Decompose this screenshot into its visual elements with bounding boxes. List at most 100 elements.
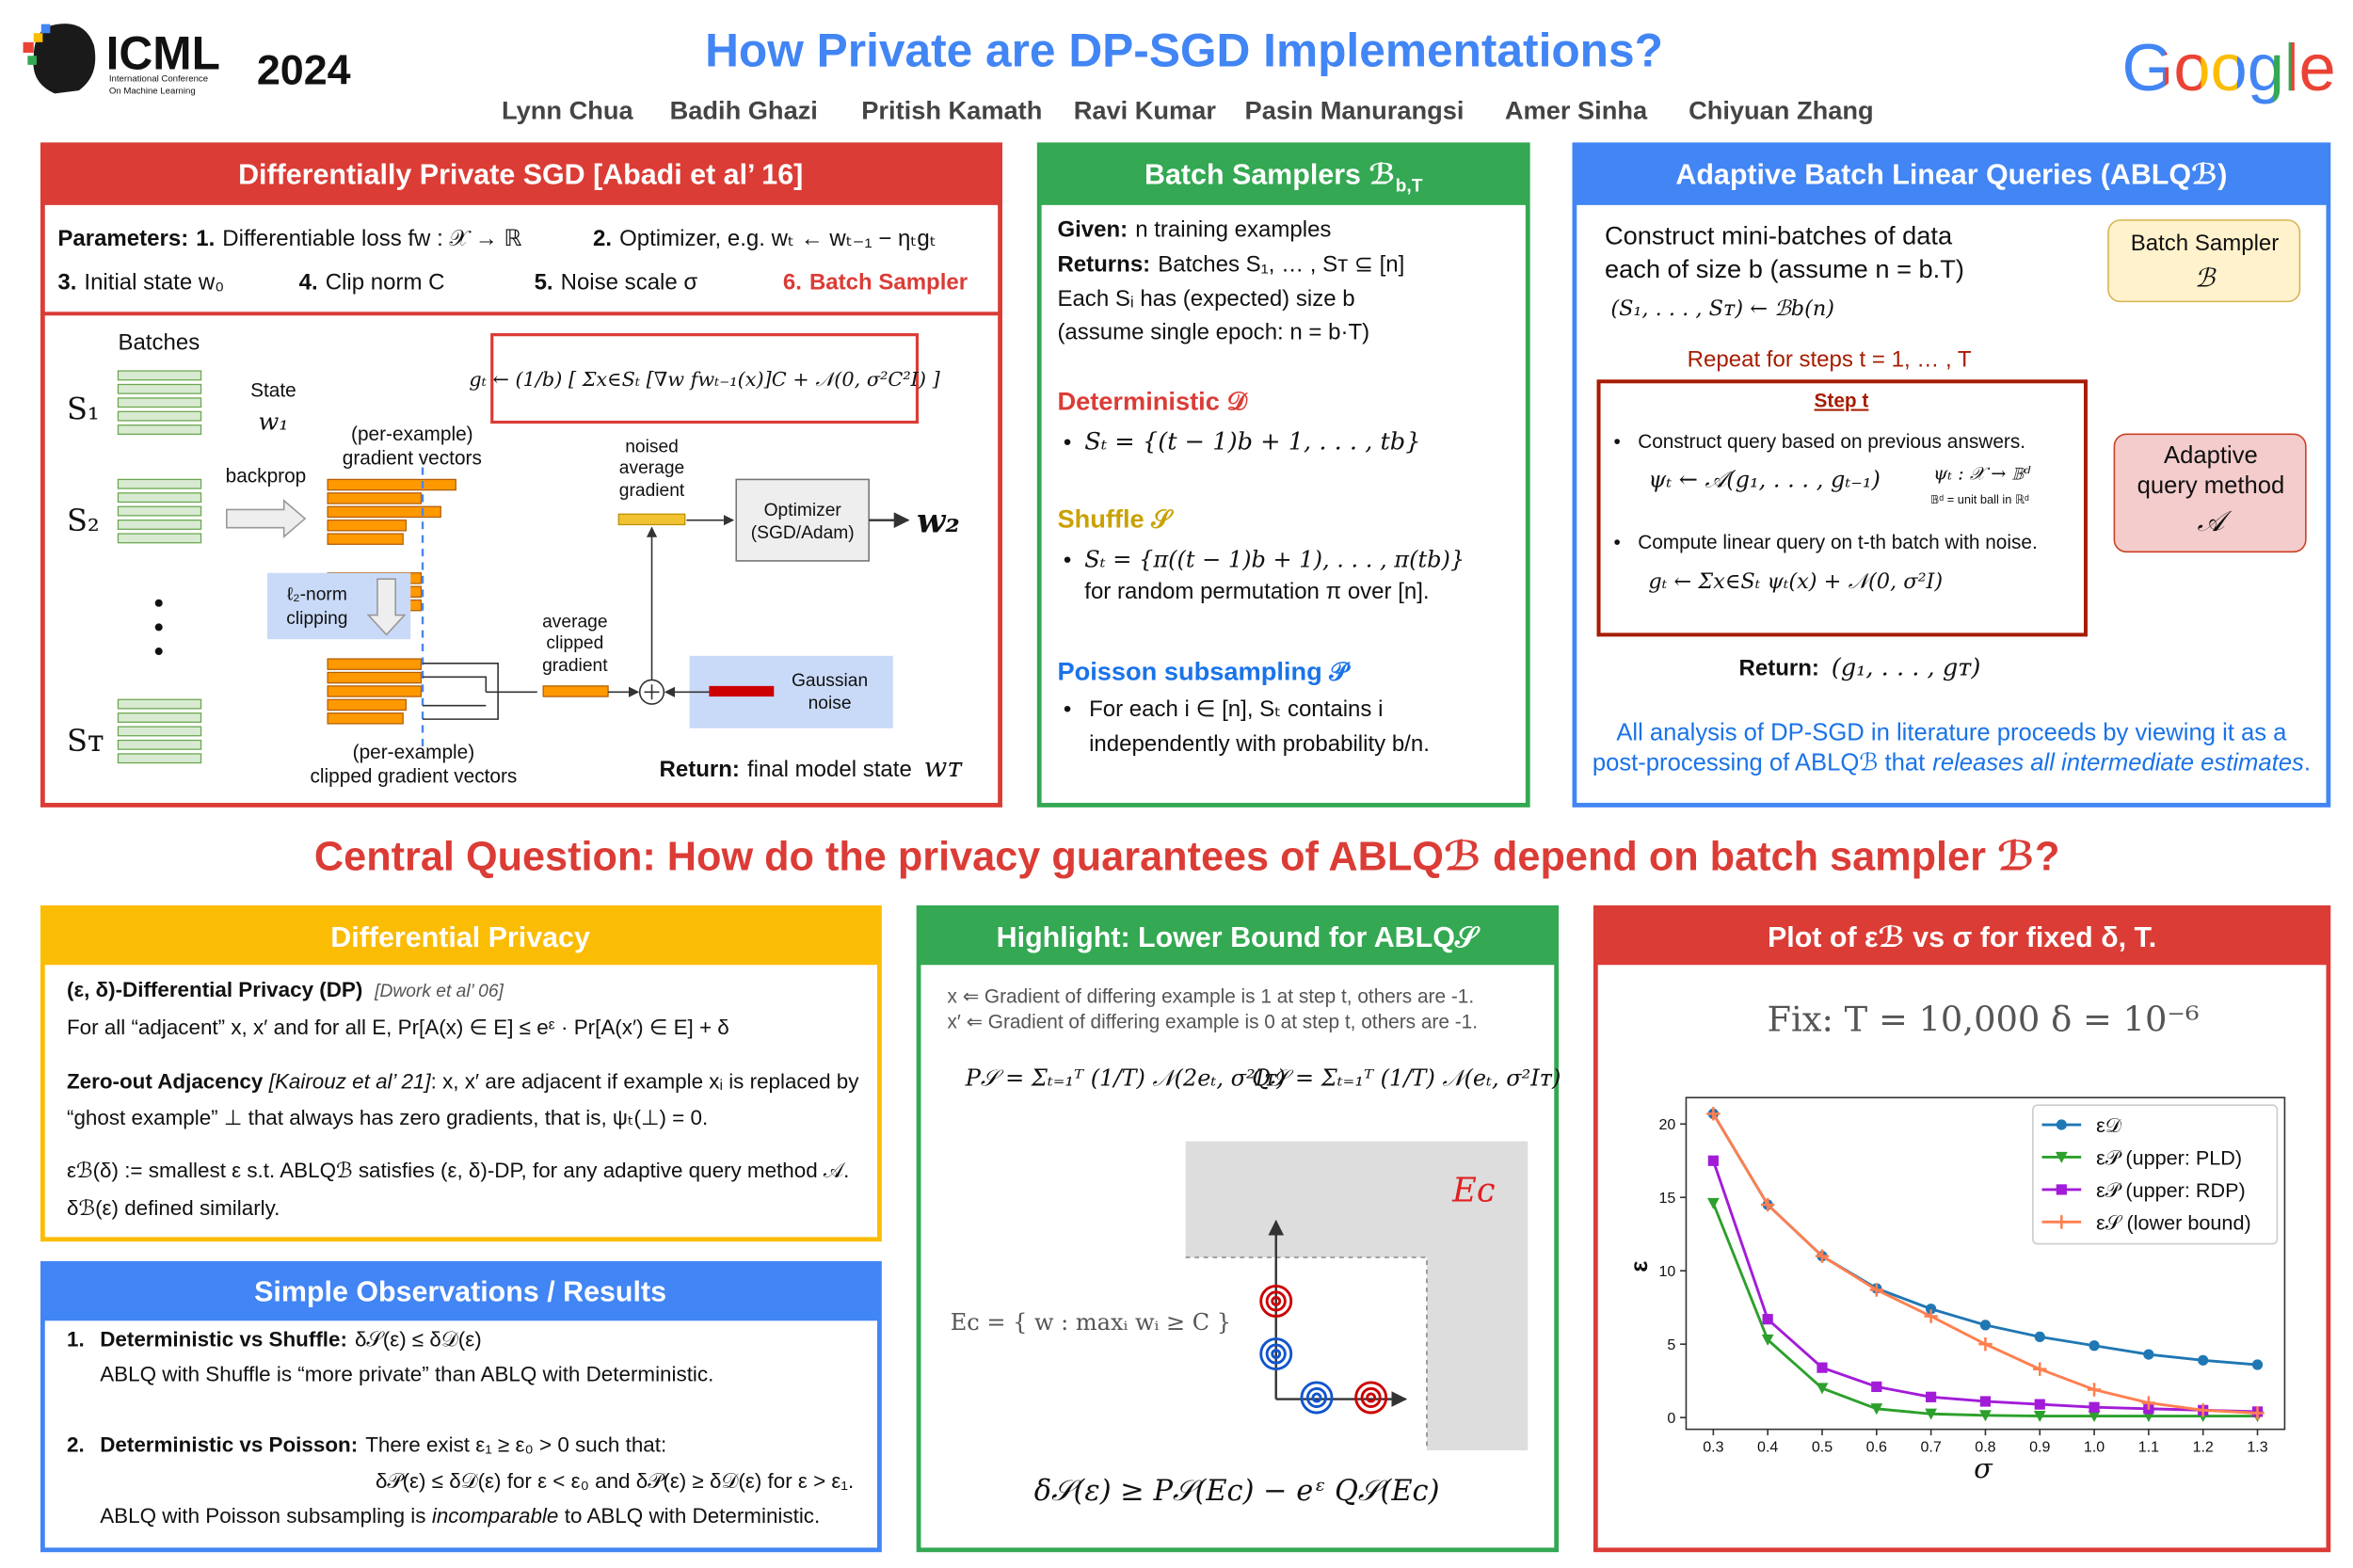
text-span: 5. <box>535 270 553 296</box>
data-point <box>1707 1155 1719 1166</box>
label: For all “adjacent” x, x′ and for all E, … <box>67 1016 729 1039</box>
text-span: Zero-out Adjacency <box>67 1070 264 1094</box>
box <box>40 24 51 34</box>
text-span: Return: <box>1739 656 1819 681</box>
data-point <box>2089 1401 2100 1413</box>
label: each of size b (assume n = b.T) <box>1605 254 1964 283</box>
label: ψₜ ← 𝒜(g₁, . . . , gₜ₋₁) <box>1648 466 1881 492</box>
google-logo: Google <box>2122 30 2336 104</box>
text-span: Deterministic vs Shuffle: <box>100 1328 347 1352</box>
legend-label: ε𝒫 (upper: RDP) <box>2096 1178 2246 1202</box>
dot <box>1360 1386 1382 1409</box>
y-tick-label: 0 <box>1667 1411 1675 1427</box>
x-axis-label: σ <box>1974 1452 1993 1484</box>
label: (assume single epoch: n = b·T) <box>1057 319 1369 344</box>
box <box>42 907 880 966</box>
data-point <box>1761 1334 1774 1346</box>
label: Each Sᵢ has (expected) size b <box>1057 286 1354 312</box>
text-span: ABLQ with Poisson subsampling is <box>100 1504 425 1528</box>
x-tick-label: 0.9 <box>2029 1440 2050 1456</box>
label: (S₁, . . . , Sᴛ) ← ℬb(n) <box>1610 296 1834 321</box>
shape <box>644 684 660 700</box>
label: ℬ <box>2195 264 2217 293</box>
label: clipped gradient vectors <box>311 765 518 787</box>
label: Sₜ = {π((t − 1)b + 1), . . . , π(tb)} <box>1084 546 1465 572</box>
label: 1. <box>67 1328 85 1352</box>
text-span: post-processing of ABLQℬ that <box>1593 750 1925 776</box>
label: Batch Sampler <box>2131 231 2280 256</box>
label: Construct mini-batches of data <box>1605 221 1953 250</box>
box <box>117 726 202 737</box>
label: clipping <box>286 609 347 629</box>
box <box>117 492 202 504</box>
label: Parameters: 1. Differentiable loss fw : 𝒳 … <box>57 226 521 251</box>
label: Differential Privacy <box>330 921 590 953</box>
label: Batch Samplers ℬb,T <box>1144 158 1423 196</box>
text-span: 4. <box>299 270 318 296</box>
box <box>117 397 202 408</box>
label: International Conference <box>109 74 208 85</box>
y-axis-label: ε <box>1626 1261 1653 1272</box>
data-point <box>1762 1314 1773 1325</box>
x-tick-label: 0.6 <box>1866 1440 1887 1456</box>
data-point <box>2198 1354 2209 1366</box>
label: x′ ⇐ Gradient of differing example is 0 … <box>948 1012 1479 1033</box>
label: Amer Sinha <box>1505 96 1648 125</box>
dot <box>1265 1343 1287 1365</box>
label: gₜ ← (1/b) [ Σx∈Sₜ [∇w fwₜ₋₁(x)]C + 𝒩(0,… <box>469 368 940 391</box>
box <box>117 410 202 422</box>
data-point <box>2034 1399 2045 1410</box>
label: Eᴄ <box>1451 1172 1496 1210</box>
label: 2. Optimizer, e.g. wₜ ← wₜ₋₁ − ηₜgₜ <box>593 226 936 251</box>
text-span: δ𝒮(ε) ≤ δ𝒟(ε) <box>355 1328 482 1352</box>
shape <box>225 499 307 539</box>
label: • <box>1064 547 1071 572</box>
shape <box>33 24 96 94</box>
x-tick-label: 0.3 <box>1703 1440 1723 1456</box>
dot <box>1265 1290 1287 1312</box>
label: Return: final model state wᴛ <box>660 751 964 783</box>
label: Sᴛ <box>67 723 104 759</box>
text-span: Differentiable loss fw : 𝒳 → ℝ <box>222 226 521 251</box>
text-span: Batch Sampler <box>809 270 968 296</box>
label: Repeat for steps t = 1, … , T <box>1688 346 1972 372</box>
box <box>117 505 202 517</box>
label: Return: (g₁, . . . , gᴛ) <box>1739 654 1981 682</box>
group <box>1259 1337 1293 1370</box>
data-point <box>1978 1336 1993 1352</box>
label: clipped <box>546 633 603 653</box>
box <box>735 478 871 562</box>
text-span: . <box>2304 750 2311 776</box>
label: Deterministic vs Poisson: There exist ε₁ … <box>100 1433 666 1457</box>
authors: Lynn Chua Badih Ghazi Pritish Kamath Rav… <box>502 96 1874 125</box>
label: Highlight: Lower Bound for ABLQ𝒮 <box>997 921 1481 953</box>
label: average <box>542 612 607 632</box>
box <box>23 41 34 54</box>
data-point <box>1706 1197 1720 1209</box>
label: noised <box>625 438 679 457</box>
text-span: Return: <box>660 757 740 782</box>
label: S₂ <box>67 503 100 538</box>
label: post-processing of ABLQℬ that releases al… <box>1593 750 2311 776</box>
dot <box>154 623 163 632</box>
label: 4. Clip norm C <box>299 270 445 296</box>
dot <box>1271 1349 1282 1359</box>
text-span: : x, x′ are adjacent if example xᵢ is re… <box>431 1070 860 1094</box>
text-span: 6. <box>783 270 802 296</box>
data-point <box>2033 1410 2046 1422</box>
data-point <box>1979 1396 1992 1407</box>
y-tick-label: 15 <box>1658 1191 1675 1207</box>
data-point <box>1817 1362 1828 1373</box>
label: State <box>250 379 296 401</box>
box <box>327 671 423 684</box>
text-span: Clip norm C <box>326 270 445 296</box>
box <box>617 513 686 526</box>
data-point <box>2034 1331 2045 1342</box>
x-tick-label: 1.3 <box>2247 1440 2267 1456</box>
text-span: 2. <box>593 226 612 251</box>
text-span: Given: <box>1057 217 1128 243</box>
group <box>1354 1381 1388 1415</box>
legend-marker <box>2055 1151 2068 1163</box>
